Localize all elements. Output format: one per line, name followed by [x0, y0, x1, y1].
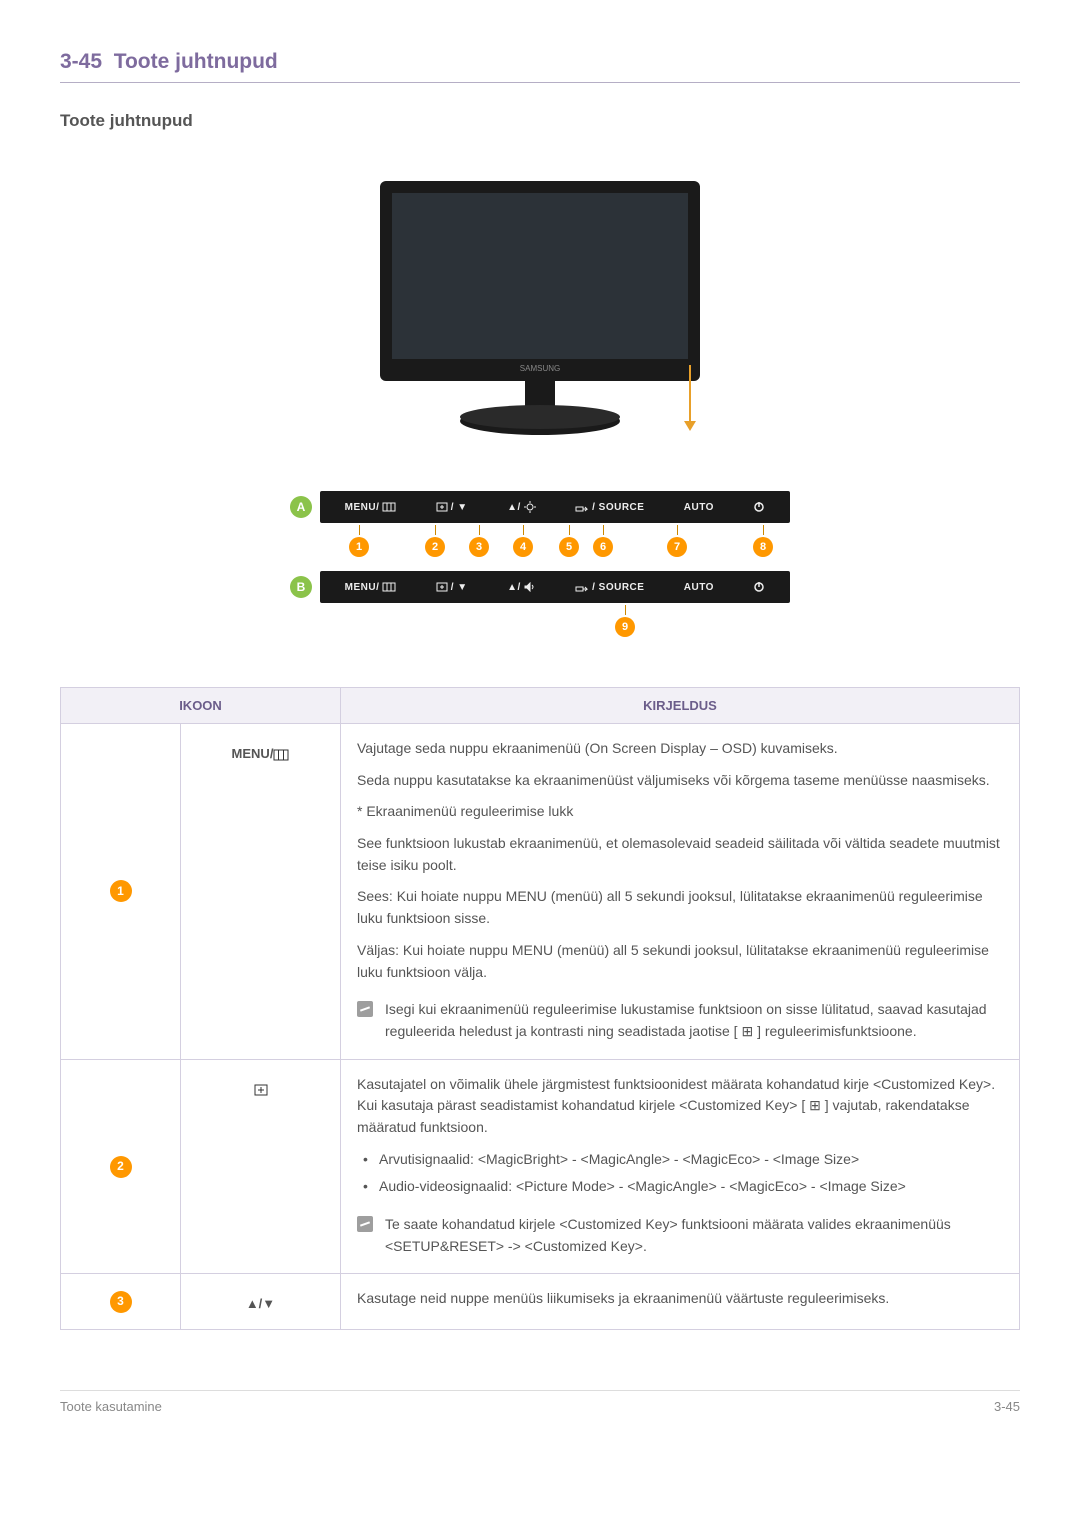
row3-p1: Kasutage neid nuppe menüüs liikumiseks j…: [357, 1288, 1003, 1310]
btn-auto-b: AUTO: [684, 582, 714, 593]
btn-menu-b: MENU/: [345, 582, 397, 593]
row1-p5: Sees: Kui hoiate nuppu MENU (menüü) all …: [357, 886, 1003, 929]
table-row: 3 ▲/▼ Kasutage neid nuppe menüüs liikumi…: [61, 1274, 1020, 1329]
section-title: 3-45 Toote juhtnupud: [60, 50, 1020, 83]
row-badge-b: B: [290, 576, 312, 598]
row1-desc: Vajutage seda nuppu ekraanimenüü (On Scr…: [341, 724, 1020, 1060]
row2-badge-cell: 2: [61, 1059, 181, 1274]
th-icon: IKOON: [61, 688, 341, 724]
num-5: 5: [559, 537, 579, 557]
button-row-b: B MENU/ / ▼ ▲/ / SOURCE AUTO: [290, 571, 790, 603]
number-row-b: 9: [305, 617, 775, 637]
button-row-a: A MENU/ / ▼ ▲/ / SOURCE AUTO: [290, 491, 790, 523]
num-2: 2: [425, 537, 445, 557]
btn-source: / SOURCE: [575, 502, 644, 513]
btn-up-bright: ▲/: [507, 501, 536, 513]
row1-p3: * Ekraanimenüü reguleerimise lukk: [357, 801, 1003, 823]
custom-key-icon: [253, 1083, 269, 1097]
section-number: 3-45: [60, 50, 102, 73]
row2-symbol: [181, 1059, 341, 1274]
row2-p1: Kasutajatel on võimalik ühele järgmistes…: [357, 1074, 1003, 1139]
btn-power-b: [753, 581, 765, 593]
row2-note: Te saate kohandatud kirjele <Customized …: [357, 1208, 1003, 1259]
note-icon: [357, 1001, 373, 1017]
row1-note: Isegi kui ekraanimenüü reguleerimise luk…: [357, 993, 1003, 1044]
row2-b2: Audio-videosignaalid: <Picture Mode> - <…: [361, 1176, 1003, 1198]
th-desc: KIRJELDUS: [341, 688, 1020, 724]
row3-badge-cell: 3: [61, 1274, 181, 1329]
num-9: 9: [615, 617, 635, 637]
button-bar-a: MENU/ / ▼ ▲/ / SOURCE AUTO: [320, 491, 790, 523]
row3-symbol: ▲/▼: [181, 1274, 341, 1329]
btn-custom: / ▼: [436, 502, 468, 513]
btn-power: [753, 501, 765, 513]
row1-note-text: Isegi kui ekraanimenüü reguleerimise luk…: [385, 999, 1003, 1042]
row1-p4: See funktsioon lukustab ekraanimenüü, et…: [357, 833, 1003, 876]
num-8: 8: [753, 537, 773, 557]
row1-p1: Vajutage seda nuppu ekraanimenüü (On Scr…: [357, 738, 1003, 760]
monitor-brand: SAMSUNG: [520, 364, 560, 373]
row-badge-a: A: [290, 496, 312, 518]
btn-source-b: / SOURCE: [575, 582, 644, 593]
num-6: 6: [593, 537, 613, 557]
subtitle: Toote juhtnupud: [60, 111, 1020, 131]
menu-icon: [273, 749, 289, 761]
monitor-svg: SAMSUNG: [340, 171, 740, 451]
footer-left: Toote kasutamine: [60, 1399, 162, 1414]
row1-symbol: MENU/: [181, 724, 341, 1060]
description-table: IKOON KIRJELDUS 1 MENU/ Vajutage seda nu…: [60, 687, 1020, 1330]
page-footer: Toote kasutamine 3-45: [60, 1390, 1020, 1414]
button-rows: A MENU/ / ▼ ▲/ / SOURCE AUTO 1 2 3 4 5 6…: [60, 491, 1020, 637]
row1-p6: Väljas: Kui hoiate nuppu MENU (menüü) al…: [357, 940, 1003, 983]
btn-up-vol: ▲/: [507, 582, 536, 593]
row2-bullets: Arvutisignaalid: <MagicBright> - <MagicA…: [357, 1149, 1003, 1198]
table-row: 1 MENU/ Vajutage seda nuppu ekraanimenüü…: [61, 724, 1020, 1060]
footer-right: 3-45: [994, 1399, 1020, 1414]
num-4: 4: [513, 537, 533, 557]
row2-note-text: Te saate kohandatud kirjele <Customized …: [385, 1214, 1003, 1257]
row1-badge-cell: 1: [61, 724, 181, 1060]
number-row-a: 1 2 3 4 5 6 7 8: [305, 537, 775, 557]
num-3: 3: [469, 537, 489, 557]
button-bar-b: MENU/ / ▼ ▲/ / SOURCE AUTO: [320, 571, 790, 603]
table-row: 2 Kasutajatel on võimalik ühele järgmist…: [61, 1059, 1020, 1274]
num-7: 7: [667, 537, 687, 557]
btn-auto: AUTO: [684, 502, 714, 513]
row1-p2: Seda nuppu kasutatakse ka ekraanimenüüst…: [357, 770, 1003, 792]
row2-desc: Kasutajatel on võimalik ühele järgmistes…: [341, 1059, 1020, 1274]
row3-desc: Kasutage neid nuppe menüüs liikumiseks j…: [341, 1274, 1020, 1329]
section-title-text: Toote juhtnupud: [114, 50, 278, 73]
btn-custom-b: / ▼: [436, 582, 468, 593]
monitor-illustration: SAMSUNG: [60, 171, 1020, 451]
num-1: 1: [349, 537, 369, 557]
row2-b1: Arvutisignaalid: <MagicBright> - <MagicA…: [361, 1149, 1003, 1171]
note-icon: [357, 1216, 373, 1232]
btn-menu: MENU/: [345, 502, 397, 513]
